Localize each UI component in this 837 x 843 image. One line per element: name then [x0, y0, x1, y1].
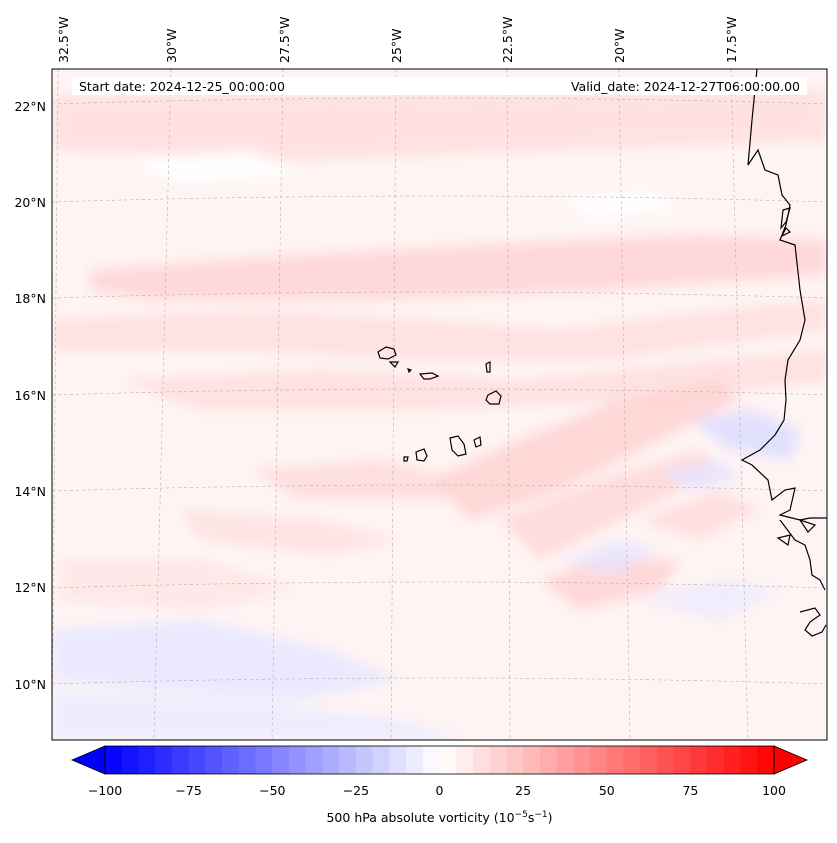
colorbar-cell — [489, 746, 508, 774]
colorbar-cell — [138, 746, 156, 774]
colorbar-tick-label: −25 — [343, 783, 369, 798]
colorbar-cell — [171, 746, 190, 774]
colorbar-cell — [155, 746, 173, 774]
lon-label: 30°W — [164, 28, 179, 63]
longitude-labels: 32.5°W 30°W 27.5°W 25°W 22.5°W 20°W 17.5… — [56, 17, 739, 63]
parallel-line — [52, 97, 827, 105]
colorbar-tick-label: 75 — [682, 783, 698, 798]
colorbar-tick-label: −75 — [175, 783, 201, 798]
colorbar-cell — [439, 746, 457, 774]
colorbar-cell — [707, 746, 725, 774]
colorbar-frame — [104, 745, 775, 775]
colorbar-label: 500 hPa absolute vorticity (10−5s−1) — [326, 810, 552, 825]
lon-label: 25°W — [389, 28, 404, 63]
parallel-line — [52, 581, 827, 589]
lon-label: 32.5°W — [56, 17, 71, 63]
colorbar-cell — [105, 746, 123, 774]
latitude-labels: 22°N 20°N 18°N 16°N 14°N 12°N 10°N — [14, 99, 46, 692]
colorbar-cell — [523, 746, 541, 774]
colorbar-cell — [757, 746, 775, 774]
parallel-line — [52, 677, 827, 685]
lat-label: 10°N — [14, 677, 46, 692]
meridian-line — [730, 69, 749, 740]
colorbar-cell — [389, 746, 407, 774]
colorbar-cell — [255, 746, 273, 774]
colorbar-cell — [238, 746, 257, 774]
colorbar-cell — [640, 746, 658, 774]
colorbar-cell — [472, 746, 491, 774]
lat-label: 12°N — [14, 580, 46, 595]
colorbar-tick-label: −50 — [259, 783, 285, 798]
lat-label: 14°N — [14, 484, 46, 499]
lon-label: 17.5°W — [724, 17, 739, 63]
lon-label: 20°W — [612, 28, 627, 63]
colorbar-min-extension — [70, 745, 106, 775]
colorbar-cell — [606, 746, 625, 774]
meridian-line — [390, 69, 397, 740]
start-date-label: Start date: 2024-12-25_00:00:00 — [79, 79, 285, 94]
parallel-line — [52, 484, 827, 492]
meridian-line — [506, 69, 511, 740]
colorbar-cell — [205, 746, 223, 774]
parallel-line — [52, 388, 827, 396]
lon-label: 27.5°W — [277, 17, 292, 63]
colorbar-cell — [506, 746, 524, 774]
colorbar-cell — [305, 746, 324, 774]
colorbar-cell — [590, 746, 608, 774]
header-band — [72, 77, 807, 95]
colorbar-tick-label: 25 — [515, 783, 531, 798]
colorbar-ticks: −100 −75 −50 −25 0 25 50 75 100 — [88, 783, 786, 798]
colorbar-cell — [288, 746, 307, 774]
colorbar-cell — [723, 746, 742, 774]
colorbar-cell — [322, 746, 340, 774]
colorbar-cell — [422, 746, 441, 774]
colorbar-cell — [539, 746, 558, 774]
colorbar-tick-label: −100 — [88, 783, 122, 798]
lat-label: 20°N — [14, 195, 46, 210]
colorbar-tick-label: 100 — [762, 783, 786, 798]
africa-coastline — [740, 69, 827, 521]
coastline — [740, 69, 827, 637]
colorbar-cell — [372, 746, 390, 774]
colorbar-cell — [188, 746, 206, 774]
graticule — [52, 69, 827, 740]
meridian-line — [52, 69, 59, 740]
vorticity-field — [52, 90, 827, 740]
colorbar-tick-label: 50 — [599, 783, 615, 798]
colorbar-tick-label: 0 — [436, 783, 444, 798]
valid-date-label: Valid_date: 2024-12-27T06:00:00.00 — [571, 79, 800, 94]
colorbar-cell — [121, 746, 140, 774]
parallel-line — [52, 291, 827, 299]
colorbar-cell — [656, 746, 675, 774]
lat-label: 22°N — [14, 99, 46, 114]
meridian-line — [153, 69, 172, 740]
colorbar-cell — [339, 746, 357, 774]
colorbar-cell — [355, 746, 374, 774]
meridian-line — [271, 69, 284, 740]
colorbar-cell — [690, 746, 708, 774]
colorbar-cell — [573, 746, 591, 774]
map-area — [52, 69, 827, 740]
colorbar-cell — [456, 746, 474, 774]
lat-label: 18°N — [14, 291, 46, 306]
lat-label: 16°N — [14, 388, 46, 403]
meridian-line — [618, 69, 631, 740]
colorbar-cells — [105, 746, 775, 774]
map-frame — [51, 68, 828, 741]
colorbar-cell — [556, 746, 574, 774]
colorbar-cell — [623, 746, 641, 774]
cape-verde-islands — [377, 346, 502, 462]
colorbar-max-extension — [773, 745, 809, 775]
colorbar-cell — [406, 746, 424, 774]
lon-label: 22.5°W — [500, 17, 515, 63]
colorbar-cell — [673, 746, 691, 774]
colorbar: −100 −75 −50 −25 0 25 50 75 100 500 hPa … — [70, 745, 809, 825]
colorbar-cell — [222, 746, 240, 774]
parallel-line — [52, 195, 827, 203]
colorbar-cell — [272, 746, 290, 774]
colorbar-cell — [740, 746, 758, 774]
